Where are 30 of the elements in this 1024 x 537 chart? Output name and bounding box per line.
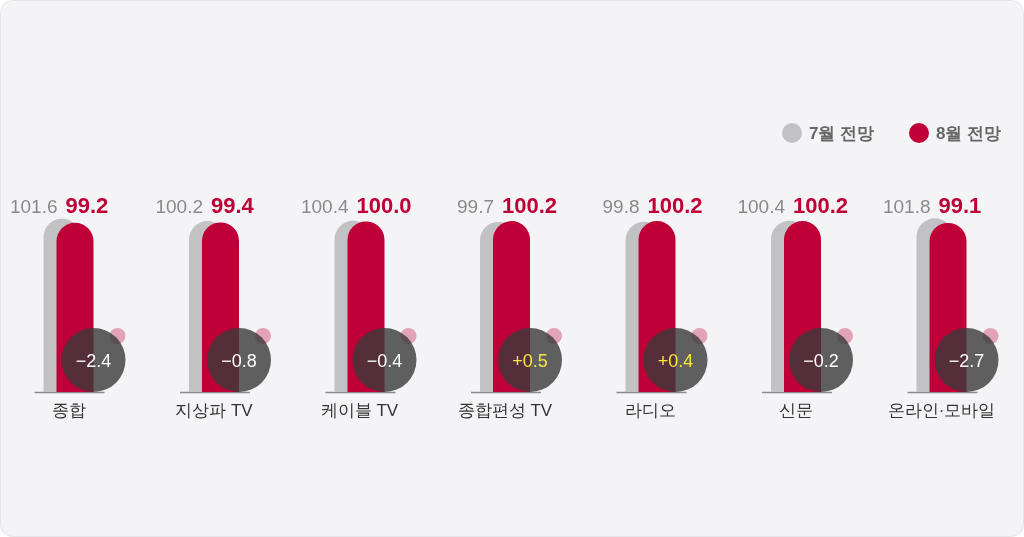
data-label: 99.4 [211, 193, 255, 218]
annotation: +0.4 [657, 350, 694, 371]
x-tick-label: 종합편성 TV [457, 401, 553, 420]
x-tick-label: 온라인·모바일 [887, 401, 996, 420]
x-tick-label: 라디오 [625, 401, 676, 420]
legend-label: 8월 전망 [936, 124, 1002, 143]
annotation: −2.4 [75, 350, 112, 371]
data-label: 100.2 [793, 193, 849, 218]
data-label: 101.6 [9, 196, 58, 217]
annotation: +0.5 [512, 350, 548, 371]
data-label: 101.8 [882, 196, 931, 217]
data-label: 100.4 [300, 196, 349, 217]
x-tick-label: 신문 [779, 401, 813, 420]
data-label: 99.8 [602, 196, 640, 217]
x-tick-label: 지상파 TV [175, 401, 254, 420]
data-label: 99.2 [65, 193, 109, 218]
annotation: −0.2 [803, 350, 839, 371]
x-tick-label: 종합 [51, 401, 86, 420]
data-label: 99.1 [938, 193, 982, 218]
annotation: −0.8 [221, 350, 257, 371]
data-label: 100.4 [737, 196, 786, 217]
annotation: −2.7 [948, 350, 985, 371]
data-label: 99.7 [457, 196, 494, 217]
x-tick-label: 케이블 TV [320, 401, 399, 420]
annotation: −0.4 [366, 350, 403, 371]
data-label: 100.2 [647, 193, 703, 218]
data-label: 100.0 [356, 193, 412, 218]
legend-label: 7월 전망 [809, 124, 875, 143]
data-label: 100.2 [502, 193, 558, 218]
data-label: 100.2 [155, 196, 203, 217]
